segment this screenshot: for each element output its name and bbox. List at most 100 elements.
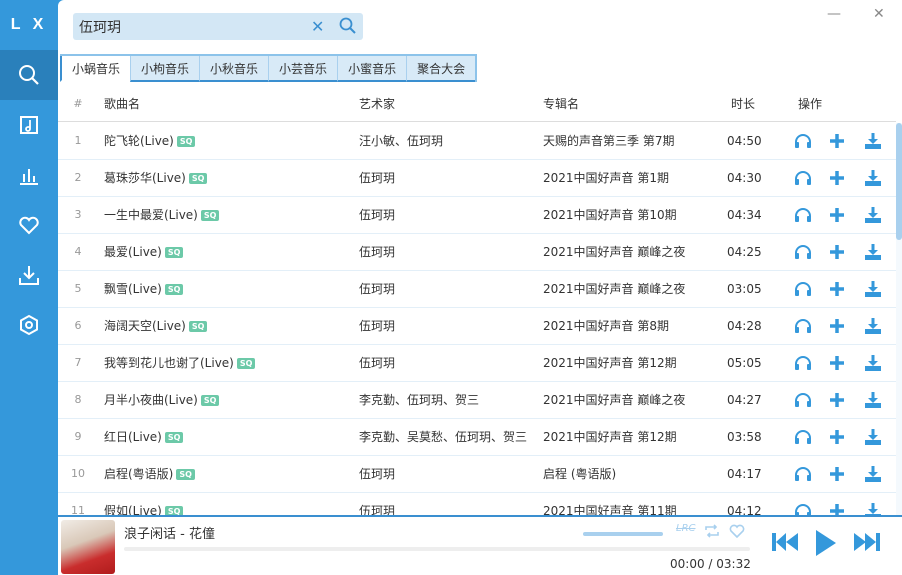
download-icon[interactable] [864, 429, 882, 445]
row-index: 8 [74, 393, 82, 406]
previous-icon[interactable] [771, 531, 799, 553]
album-cover[interactable] [61, 520, 115, 574]
add-icon[interactable] [829, 503, 845, 515]
nav-download[interactable] [0, 250, 58, 300]
download-icon[interactable] [864, 170, 882, 186]
add-icon[interactable] [829, 133, 845, 149]
song-duration: 04:25 [727, 245, 762, 259]
nav-leaderboard[interactable] [0, 150, 58, 200]
repeat-icon[interactable] [704, 524, 720, 538]
song-title: 启程(粤语版) SQ [104, 456, 195, 492]
table-row[interactable]: 9 红日(Live) SQ 李克勤、吴莫愁、伍珂玥、贺三 2021中国好声音 第1… [58, 419, 896, 456]
nav-settings[interactable] [0, 300, 58, 350]
table-row[interactable]: 3 一生中最爱(Live) SQ 伍珂玥 2021中国好声音 第10期 04:34 [58, 197, 896, 234]
table-row[interactable]: 7 我等到花儿也谢了(Live) SQ 伍珂玥 2021中国好声音 第12期 05… [58, 345, 896, 382]
now-playing-title: 浪子闲话 - 花僮 [124, 527, 215, 542]
table-row[interactable]: 10 启程(粤语版) SQ 伍珂玥 启程 (粤语版) 04:17 [58, 456, 896, 493]
play-time: 00:00 / 03:32 [670, 557, 751, 571]
song-album: 2021中国好声音 巅峰之夜 [543, 393, 686, 407]
search-icon[interactable] [339, 17, 357, 35]
progress-bar[interactable] [124, 547, 750, 551]
song-title-text: 最爱(Live) [104, 245, 162, 259]
song-album: 2021中国好声音 巅峰之夜 [543, 245, 686, 259]
table-header: # 歌曲名 艺术家 专辑名 时长 操作 [58, 88, 896, 122]
favorite-icon[interactable] [729, 523, 745, 538]
tab-source[interactable]: 小芸音乐 [268, 56, 338, 82]
nav-search[interactable] [0, 50, 58, 100]
add-icon[interactable] [829, 355, 845, 371]
add-icon[interactable] [829, 429, 845, 445]
table-row[interactable]: 8 月半小夜曲(Live) SQ 李克勤、伍珂玥、贺三 2021中国好声音 巅峰之… [58, 382, 896, 419]
tab-source[interactable]: 小秋音乐 [199, 56, 269, 82]
clear-icon[interactable]: ✕ [311, 17, 325, 36]
nav-song-list[interactable] [0, 100, 58, 150]
volume-slider[interactable] [583, 532, 663, 536]
listen-icon[interactable] [794, 503, 812, 515]
listen-icon[interactable] [794, 244, 812, 260]
song-title: 一生中最爱(Live) SQ [104, 197, 220, 233]
listen-icon[interactable] [794, 392, 812, 408]
listen-icon[interactable] [794, 318, 812, 334]
add-icon[interactable] [829, 207, 845, 223]
sidebar: L X [0, 0, 58, 575]
row-index: 3 [74, 208, 82, 221]
close-button[interactable]: ✕ [873, 6, 885, 22]
download-icon[interactable] [864, 281, 882, 297]
listen-icon[interactable] [794, 429, 812, 445]
add-icon[interactable] [829, 318, 845, 334]
search-input[interactable] [79, 17, 299, 37]
tab-source[interactable]: 聚合大会 [406, 56, 476, 82]
row-index: 9 [74, 430, 82, 443]
download-icon[interactable] [864, 392, 882, 408]
main-panel: ✕ — ✕ 小蜗音乐 小枸音乐 小秋音乐 小芸音乐 小蜜音乐 聚合大会 # 歌曲… [58, 0, 902, 575]
play-icon[interactable] [815, 529, 837, 557]
table-row[interactable]: 6 海阔天空(Live) SQ 伍珂玥 2021中国好声音 第8期 04:28 [58, 308, 896, 345]
listen-icon[interactable] [794, 133, 812, 149]
download-icon[interactable] [864, 503, 882, 515]
song-title-text: 我等到花儿也谢了(Live) [104, 356, 234, 370]
add-icon[interactable] [829, 466, 845, 482]
tab-source[interactable]: 小蜜音乐 [337, 56, 407, 82]
listen-icon[interactable] [794, 281, 812, 297]
download-icon[interactable] [864, 207, 882, 223]
song-album: 2021中国好声音 巅峰之夜 [543, 282, 686, 296]
header-artist: 艺术家 [359, 97, 396, 111]
song-title: 飘雪(Live) SQ [104, 271, 184, 307]
next-icon[interactable] [853, 531, 881, 553]
song-album: 2021中国好声音 第10期 [543, 208, 677, 222]
scrollbar-thumb[interactable] [896, 123, 902, 240]
lyric-icon[interactable]: LRC [676, 523, 696, 534]
download-icon[interactable] [864, 133, 882, 149]
song-duration: 04:30 [727, 171, 762, 185]
listen-icon[interactable] [794, 355, 812, 371]
table-row[interactable]: 2 葛珠莎华(Live) SQ 伍珂玥 2021中国好声音 第1期 04:30 [58, 160, 896, 197]
table-row[interactable]: 1 陀飞轮(Live) SQ 汪小敏、伍珂玥 天赐的声音第三季 第7期 04:50 [58, 123, 896, 160]
table-row[interactable]: 5 飘雪(Live) SQ 伍珂玥 2021中国好声音 巅峰之夜 03:05 [58, 271, 896, 308]
download-icon[interactable] [864, 318, 882, 334]
download-icon[interactable] [864, 355, 882, 371]
minimize-button[interactable]: — [827, 6, 841, 22]
tab-source[interactable]: 小蜗音乐 [60, 56, 131, 82]
song-title-text: 月半小夜曲(Live) [104, 393, 198, 407]
scrollbar[interactable] [896, 123, 902, 515]
quality-badge: SQ [236, 358, 256, 369]
listen-icon[interactable] [794, 207, 812, 223]
add-icon[interactable] [829, 392, 845, 408]
download-icon[interactable] [864, 466, 882, 482]
table-row[interactable]: 4 最爱(Live) SQ 伍珂玥 2021中国好声音 巅峰之夜 04:25 [58, 234, 896, 271]
quality-badge: SQ [200, 210, 220, 221]
listen-icon[interactable] [794, 466, 812, 482]
add-icon[interactable] [829, 170, 845, 186]
nav-favorites[interactable] [0, 200, 58, 250]
tab-source[interactable]: 小枸音乐 [130, 56, 200, 82]
song-title: 海阔天空(Live) SQ [104, 308, 208, 344]
quality-badge: SQ [164, 284, 184, 295]
listen-icon[interactable] [794, 170, 812, 186]
add-icon[interactable] [829, 244, 845, 260]
song-album: 2021中国好声音 第11期 [543, 504, 677, 515]
download-icon[interactable] [864, 244, 882, 260]
add-icon[interactable] [829, 281, 845, 297]
quality-badge: SQ [164, 506, 184, 515]
song-title: 葛珠莎华(Live) SQ [104, 160, 208, 196]
table-row[interactable]: 11 假如(Live) SQ 伍珂玥 2021中国好声音 第11期 04:12 [58, 493, 896, 515]
